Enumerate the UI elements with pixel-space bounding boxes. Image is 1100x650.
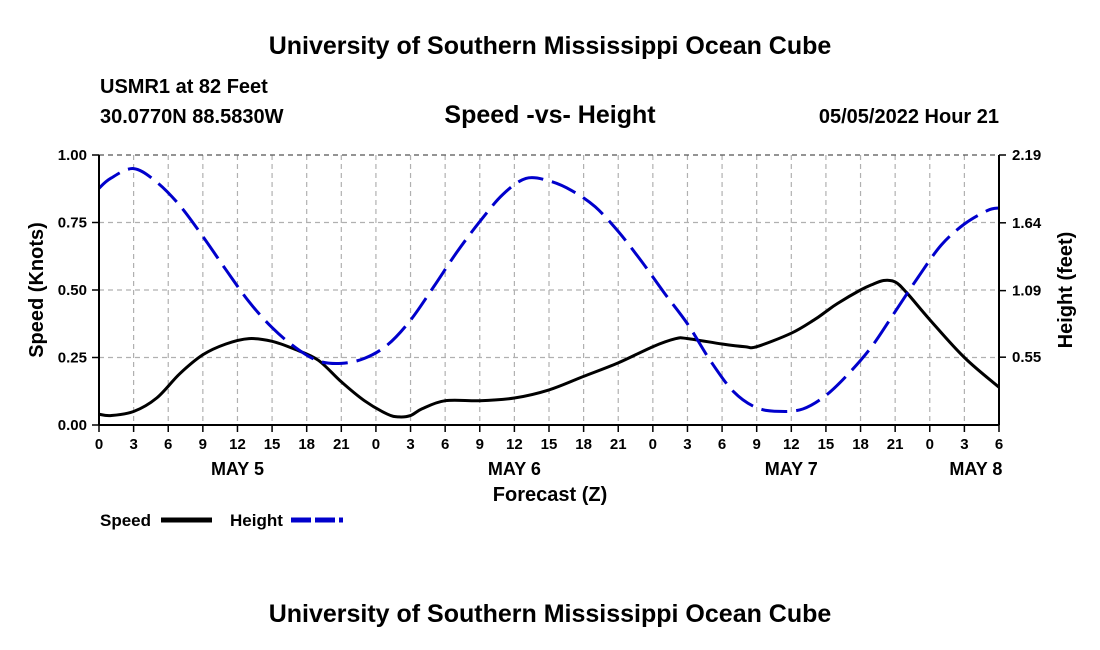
x-tick-label-5: 15 (264, 436, 281, 453)
y2-tick-label-3: 2.19 (1012, 147, 1041, 164)
forecast-timestamp: 05/05/2022 Hour 21 (818, 106, 999, 128)
x-tick-label-23: 21 (887, 436, 904, 453)
x-tick-label-3: 9 (199, 436, 207, 453)
x-tick-label-8: 0 (372, 436, 380, 453)
day-label-1: MAY 6 (488, 459, 541, 479)
x-tick-label-2: 6 (164, 436, 172, 453)
y-tick-label-2: 0.50 (58, 282, 87, 299)
x-tick-label-9: 3 (406, 436, 414, 453)
speed-series-line (98, 278, 1000, 419)
x-tick-label-4: 12 (229, 436, 246, 453)
legend-label-speed: Speed (100, 511, 151, 530)
x-tick-label-12: 12 (506, 436, 523, 453)
x-tick-label-7: 21 (333, 436, 350, 453)
x-tick-label-10: 6 (441, 436, 449, 453)
x-axis-label: Forecast (Z) (493, 484, 607, 506)
day-label-3: MAY 8 (949, 459, 1002, 479)
y-tick-label-0: 0.00 (58, 417, 87, 434)
day-label-0: MAY 5 (211, 459, 264, 479)
x-tick-label-26: 6 (995, 436, 1003, 453)
legend-label-height: Height (230, 511, 283, 530)
x-tick-label-21: 15 (818, 436, 835, 453)
y-tick-label-4: 1.00 (58, 147, 87, 164)
y2-tick-label-1: 1.09 (1012, 283, 1041, 300)
x-tick-label-22: 18 (852, 436, 869, 453)
y-tick-label-3: 0.75 (58, 215, 87, 232)
station-name: USMR1 at 82 Feet (100, 76, 268, 98)
x-tick-label-24: 0 (926, 436, 934, 453)
chart-subtitle: Speed -vs- Height (444, 101, 656, 129)
chart-title-top: University of Southern Mississippi Ocean… (268, 32, 832, 60)
x-tick-label-14: 18 (575, 436, 592, 453)
x-tick-label-1: 3 (129, 436, 137, 453)
y-axis-label: Speed (Knots) (26, 222, 48, 358)
x-tick-label-11: 9 (476, 436, 484, 453)
x-tick-label-0: 0 (95, 436, 103, 453)
x-tick-label-18: 6 (718, 436, 726, 453)
y2-axis-label: Height (feet) (1055, 232, 1077, 349)
x-tick-label-15: 21 (610, 436, 627, 453)
x-tick-label-25: 3 (960, 436, 968, 453)
x-tick-label-13: 15 (541, 436, 558, 453)
y2-tick-label-0: 0.55 (1012, 349, 1041, 366)
x-tick-label-19: 9 (753, 436, 761, 453)
x-tick-label-17: 3 (683, 436, 691, 453)
y-tick-label-1: 0.25 (58, 350, 87, 367)
day-label-2: MAY 7 (765, 459, 818, 479)
height-series-line (97, 167, 1000, 413)
station-coordinates: 30.0770N 88.5830W (100, 106, 284, 128)
y2-tick-label-2: 1.64 (1012, 215, 1042, 232)
x-tick-label-6: 18 (298, 436, 315, 453)
x-tick-label-20: 12 (783, 436, 800, 453)
chart-title-bottom: University of Southern Mississippi Ocean… (268, 600, 832, 628)
x-tick-label-16: 0 (649, 436, 657, 453)
